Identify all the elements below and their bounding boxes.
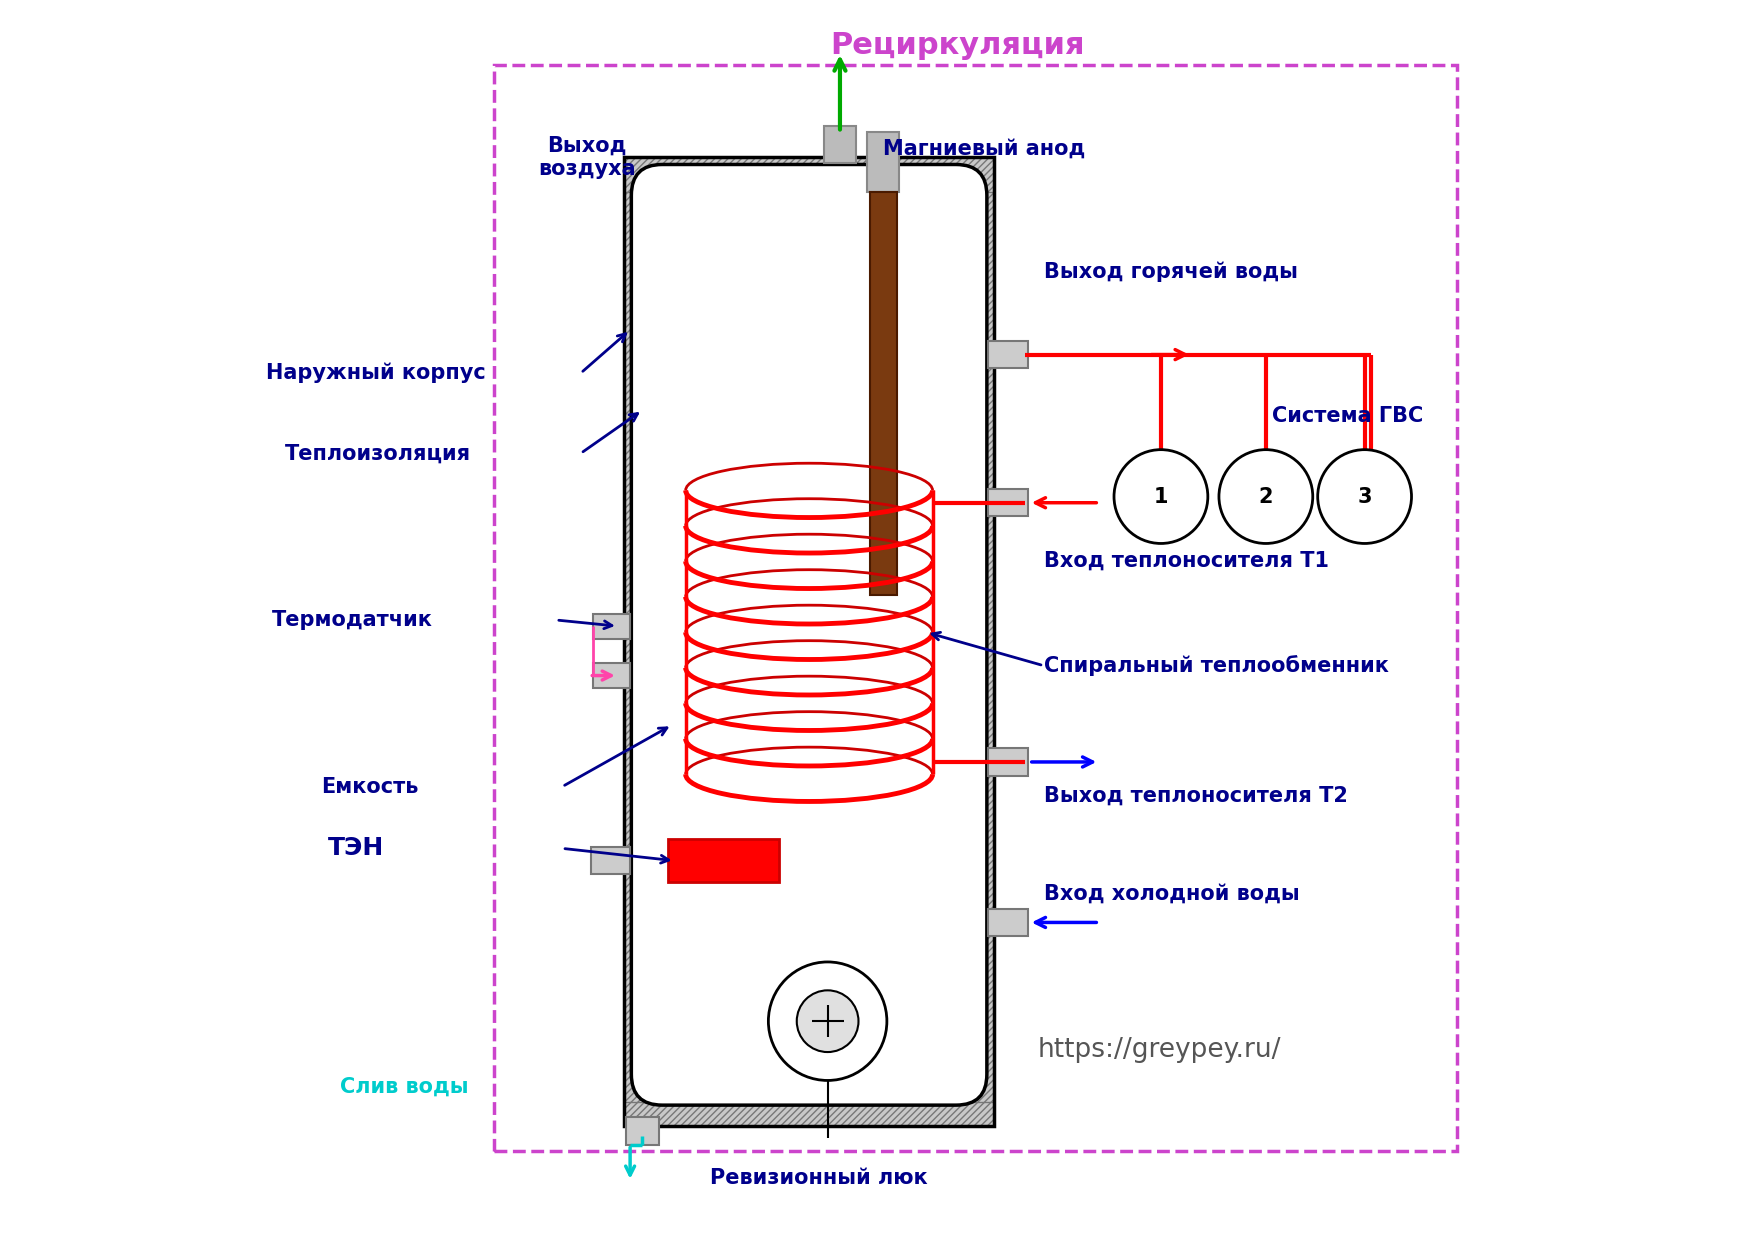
Bar [591, 847, 630, 874]
Bar [624, 157, 658, 1126]
Bar [593, 663, 630, 688]
Text: Спиральный теплообменник: Спиральный теплообменник [1044, 655, 1389, 676]
Circle shape [768, 962, 888, 1080]
Text: Выход теплоносителя Т2: Выход теплоносителя Т2 [1044, 785, 1347, 805]
Circle shape [1114, 450, 1209, 543]
Text: Ревизионный люк: Ревизионный люк [710, 1168, 928, 1188]
Text: Слив воды: Слив воды [340, 1076, 468, 1096]
Bar [624, 157, 995, 1126]
Bar [988, 341, 1028, 368]
Text: Теплоизоляция: Теплоизоляция [284, 444, 470, 464]
FancyBboxPatch shape [631, 165, 988, 1105]
Text: Вход теплоносителя Т1: Вход теплоносителя Т1 [1044, 551, 1328, 570]
Text: 3: 3 [1358, 486, 1372, 507]
Circle shape [796, 991, 858, 1052]
Circle shape [1317, 450, 1412, 543]
Text: https://greypey.ru/: https://greypey.ru/ [1037, 1037, 1280, 1063]
Text: Вход холодной воды: Вход холодной воды [1044, 884, 1300, 904]
Text: Выход
воздуха: Выход воздуха [538, 135, 635, 179]
Bar [988, 909, 1028, 936]
Bar [624, 157, 995, 1126]
Bar [668, 839, 779, 883]
Text: 1: 1 [1154, 486, 1168, 507]
Text: Выход горячей воды: Выход горячей воды [1044, 262, 1298, 283]
Bar [824, 126, 856, 164]
Text: Рециркуляция: Рециркуляция [830, 31, 1084, 61]
Text: Наружный корпус: Наружный корпус [267, 363, 486, 383]
Text: Система ГВС: Система ГВС [1272, 407, 1422, 427]
Bar [624, 1102, 995, 1126]
Text: Емкость: Емкость [321, 776, 419, 796]
Text: Термодатчик: Термодатчик [272, 610, 433, 630]
Bar [988, 489, 1028, 516]
Bar [626, 1117, 658, 1145]
Circle shape [1219, 450, 1312, 543]
Bar [870, 192, 896, 595]
Bar [593, 614, 630, 639]
Text: ТЭН: ТЭН [328, 836, 384, 861]
Bar [624, 157, 995, 192]
Text: Магниевый анод: Магниевый анод [884, 139, 1086, 159]
Bar [495, 64, 1458, 1151]
Bar [959, 157, 995, 1126]
Text: 2: 2 [1259, 486, 1273, 507]
Bar [866, 133, 900, 192]
Bar [988, 749, 1028, 775]
